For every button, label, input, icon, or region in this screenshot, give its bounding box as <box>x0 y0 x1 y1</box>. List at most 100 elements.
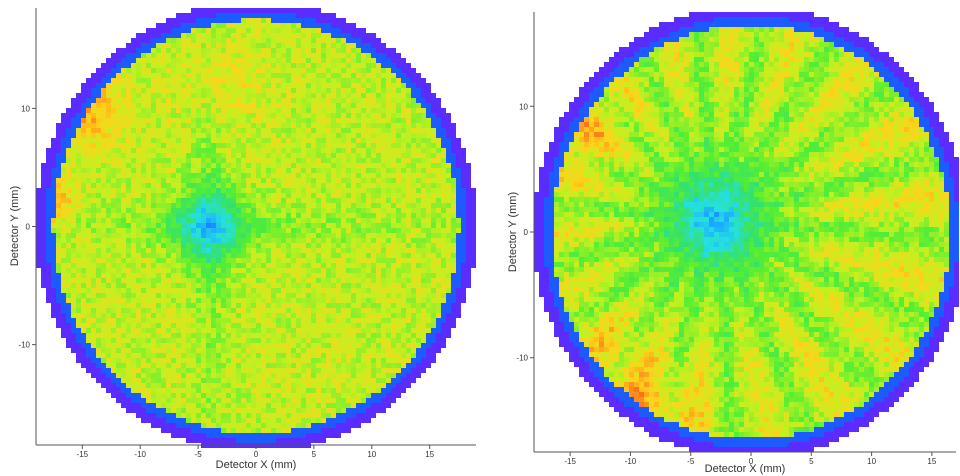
heatmap-cell <box>436 248 441 253</box>
heatmap-cell <box>276 83 281 88</box>
heatmap-cell <box>386 158 391 163</box>
heatmap-cell <box>341 218 346 223</box>
heatmap-cell <box>216 48 221 53</box>
heatmap-cell <box>301 248 306 253</box>
heatmap-cell <box>396 98 401 103</box>
heatmap-cell <box>451 278 456 283</box>
heatmap-cell <box>116 143 121 148</box>
heatmap-cell <box>291 228 296 233</box>
heatmap-cell <box>331 53 336 58</box>
heatmap-cell <box>256 183 261 188</box>
heatmap-cell <box>221 123 226 128</box>
heatmap-cell <box>271 113 276 118</box>
heatmap-cell <box>251 168 256 173</box>
heatmap-cell <box>51 183 56 188</box>
heatmap-cell <box>331 273 336 278</box>
heatmap-cell <box>411 298 416 303</box>
heatmap-cell <box>251 38 256 43</box>
heatmap-cell <box>406 268 411 273</box>
heatmap-cell <box>266 153 271 158</box>
heatmap-cell <box>261 48 266 53</box>
heatmap-cell <box>251 123 256 128</box>
heatmap-cell <box>51 168 56 173</box>
heatmap-cell <box>206 208 211 213</box>
heatmap-cell <box>186 148 191 153</box>
heatmap-cell <box>341 188 346 193</box>
heatmap-cell <box>426 98 431 103</box>
heatmap-cell <box>51 303 56 308</box>
heatmap-cell <box>396 178 401 183</box>
heatmap-cell <box>131 138 136 143</box>
heatmap-cell <box>211 163 216 168</box>
heatmap-cell <box>106 248 111 253</box>
heatmap-cell <box>316 98 321 103</box>
heatmap-cell <box>131 318 136 323</box>
heatmap-cell <box>231 168 236 173</box>
heatmap-cell <box>356 98 361 103</box>
heatmap-cell <box>341 143 346 148</box>
heatmap-cell <box>151 198 156 203</box>
heatmap-cell <box>176 113 181 118</box>
heatmap-cell <box>111 263 116 268</box>
heatmap-cell <box>351 218 356 223</box>
heatmap-cell <box>181 93 186 98</box>
heatmap-cell <box>166 43 171 48</box>
heatmap-cell <box>396 218 401 223</box>
heatmap-cell <box>306 118 311 123</box>
heatmap-cell <box>71 298 76 303</box>
heatmap-cell <box>41 243 46 248</box>
heatmap-cell <box>366 128 371 133</box>
heatmap-cell <box>166 238 171 243</box>
heatmap-cell <box>286 233 291 238</box>
heatmap-cell <box>346 213 351 218</box>
heatmap-cell <box>41 218 46 223</box>
heatmap-cell <box>371 283 376 288</box>
heatmap-cell <box>306 178 311 183</box>
heatmap-cell <box>71 228 76 233</box>
heatmap-cell <box>131 153 136 158</box>
heatmap-cell <box>71 118 76 123</box>
heatmap-cell <box>216 308 221 313</box>
heatmap-cell <box>121 163 126 168</box>
heatmap-cell <box>161 23 166 28</box>
heatmap-cell <box>441 268 446 273</box>
heatmap-cell <box>401 158 406 163</box>
heatmap-cell <box>351 178 356 183</box>
heatmap-cell <box>251 263 256 268</box>
heatmap-cell <box>116 173 121 178</box>
heatmap-cell <box>56 213 61 218</box>
heatmap-cell <box>346 203 351 208</box>
heatmap-cell <box>381 323 386 328</box>
heatmap-cell <box>386 168 391 173</box>
heatmap-cell <box>191 138 196 143</box>
heatmap-cell <box>141 108 146 113</box>
heatmap-cell <box>146 228 151 233</box>
heatmap-cell <box>46 218 51 223</box>
heatmap-cell <box>246 158 251 163</box>
heatmap-cell <box>81 198 86 203</box>
heatmap-cell <box>131 113 136 118</box>
heatmap-cell <box>426 153 431 158</box>
heatmap-cell <box>446 228 451 233</box>
heatmap-cell <box>281 68 286 73</box>
heatmap-cell <box>66 298 71 303</box>
heatmap-cell <box>166 303 171 308</box>
heatmap-cell <box>381 118 386 123</box>
heatmap-cell <box>441 213 446 218</box>
heatmap-cell <box>326 248 331 253</box>
heatmap-cell <box>191 148 196 153</box>
heatmap-cell <box>111 188 116 193</box>
heatmap-cell <box>231 88 236 93</box>
heatmap-cell <box>126 143 131 148</box>
heatmap-cell <box>431 93 436 98</box>
heatmap-cell <box>401 283 406 288</box>
heatmap-cell <box>81 128 86 133</box>
heatmap-cell <box>336 293 341 298</box>
heatmap-cell <box>66 228 71 233</box>
heatmap-cell <box>371 318 376 323</box>
heatmap-cell <box>106 213 111 218</box>
heatmap-cell <box>146 153 151 158</box>
heatmap-cell <box>66 203 71 208</box>
heatmap-cell <box>436 293 441 298</box>
heatmap-cell <box>396 253 401 258</box>
